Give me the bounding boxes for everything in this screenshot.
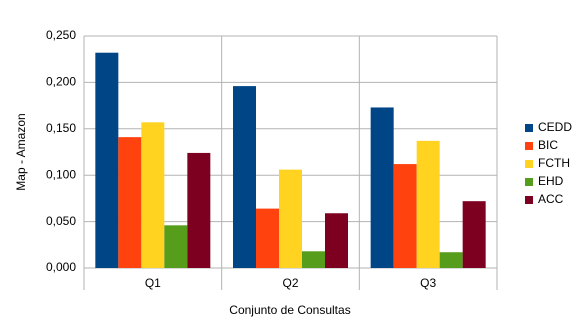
legend-swatch (525, 196, 533, 204)
bar (187, 152, 211, 268)
bar (256, 208, 279, 268)
legend-label: FCTH (538, 156, 570, 170)
y-tick-label: 0,000 (46, 260, 76, 274)
legend-label: EHD (538, 174, 564, 188)
y-tick-label: 0,150 (46, 121, 76, 135)
bar (164, 225, 188, 268)
x-tick-label: Q2 (282, 276, 298, 290)
x-tick-label: Q1 (145, 276, 161, 290)
bar (233, 86, 256, 268)
bar (439, 252, 463, 268)
y-tick-label: 0,100 (46, 167, 76, 181)
bar (302, 251, 325, 268)
y-tick-label: 0,050 (46, 214, 76, 228)
legend-label: ACC (538, 192, 564, 206)
bar (325, 213, 348, 268)
bar (141, 122, 165, 268)
bar (416, 140, 440, 268)
bar (393, 164, 417, 268)
y-tick-label: 0,200 (46, 75, 76, 89)
bar (279, 169, 302, 268)
legend-swatch (525, 124, 533, 132)
y-tick-label: 0,250 (46, 28, 76, 42)
legend-swatch (525, 142, 533, 150)
legend-swatch (525, 160, 533, 168)
bar (370, 107, 394, 269)
legend-label: CEDD (538, 120, 572, 134)
bar (462, 201, 486, 268)
legend-label: BIC (538, 138, 558, 152)
x-axis-label: Conjunto de Consultas (229, 303, 350, 317)
bar (118, 137, 142, 268)
y-axis-label: Map - Amazon (14, 113, 28, 190)
bar (95, 52, 119, 269)
legend-swatch (525, 178, 533, 186)
x-tick-label: Q3 (420, 276, 436, 290)
